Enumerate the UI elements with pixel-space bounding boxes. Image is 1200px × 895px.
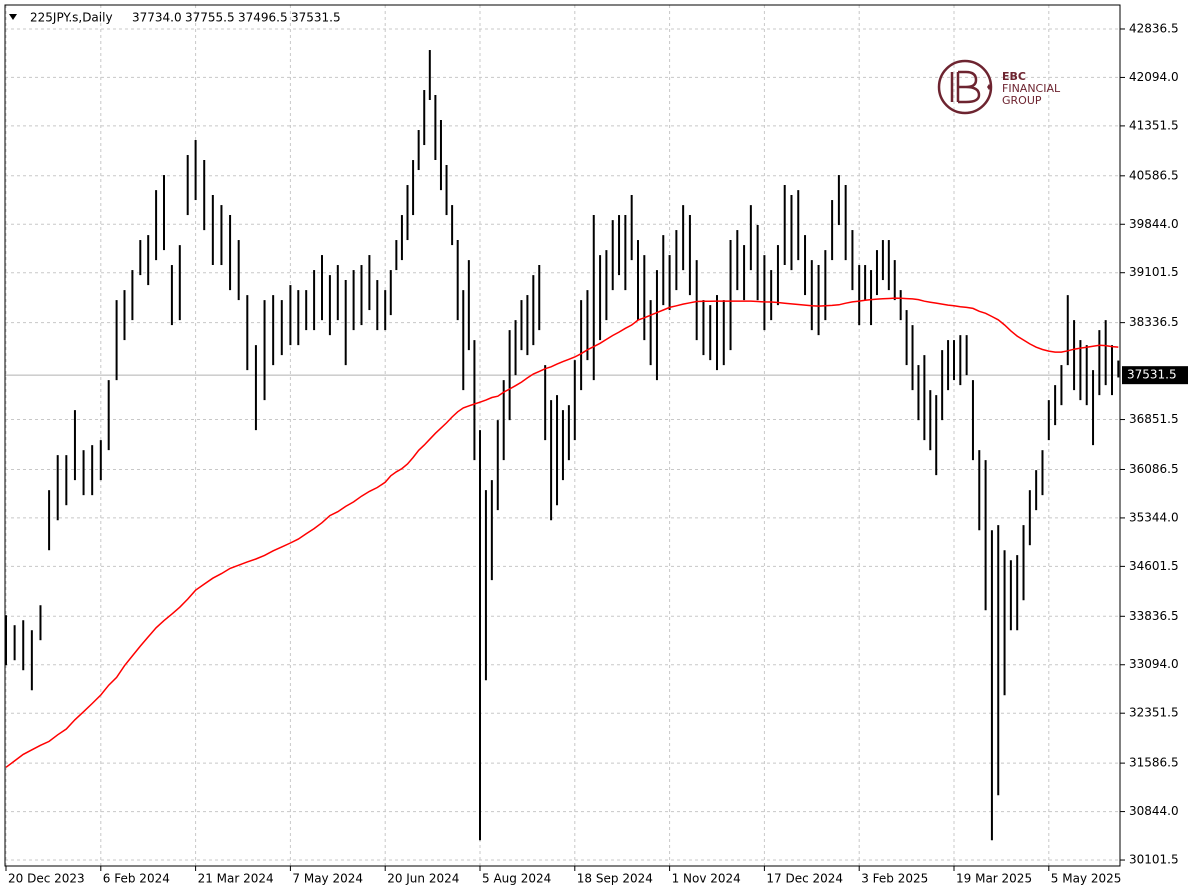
y-tick-label: 32351.5	[1129, 706, 1179, 720]
y-tick-label: 41351.5	[1129, 118, 1179, 132]
x-tick-label: 17 Dec 2024	[766, 872, 843, 886]
x-tick-label: 7 May 2024	[292, 872, 363, 886]
y-tick-label: 34601.5	[1129, 559, 1179, 573]
y-tick-label: 42094.0	[1129, 70, 1179, 84]
y-tick-label: 31586.5	[1129, 756, 1179, 770]
x-tick-label: 5 May 2025	[1051, 872, 1122, 886]
x-tick-label: 21 Mar 2024	[198, 872, 274, 886]
logo-text: GROUP	[1002, 94, 1042, 107]
plot	[5, 50, 1120, 841]
price-label-box	[1122, 366, 1188, 385]
y-tick-label: 36851.5	[1129, 412, 1179, 426]
y-tick-label: 42836.5	[1129, 21, 1179, 35]
menu-triangle[interactable]	[9, 14, 17, 20]
x-tick-label: 6 Feb 2024	[103, 872, 170, 886]
x-tick-label: 19 Mar 2025	[956, 872, 1032, 886]
y-tick-label: 40586.5	[1129, 168, 1179, 182]
ohlc-high: 37755.5	[185, 11, 235, 25]
x-tick-label: 3 Feb 2025	[861, 872, 928, 886]
price-label: 37531.5	[1127, 368, 1177, 382]
ohlc-close: 37531.5	[291, 11, 341, 25]
y-tick-label: 38336.5	[1129, 315, 1179, 329]
logo-text: FINANCIAL	[1002, 82, 1061, 95]
axes: 42836.5 42094.0 41351.5 40586.5 39844.0 39101…	[5, 21, 1188, 886]
logo: EBC FINANCIAL GROUP	[937, 59, 1061, 115]
x-tick-label: 5 Aug 2024	[482, 872, 551, 886]
logo-text: EBC	[1002, 70, 1026, 83]
y-tick-label: 30101.5	[1129, 853, 1179, 867]
x-tick-label: 18 Sep 2024	[577, 872, 653, 886]
y-tick-label: 33094.0	[1129, 657, 1179, 671]
moving-average	[5, 297, 1119, 768]
grid	[5, 5, 1120, 866]
plot-border	[4, 4, 1121, 867]
y-tick-label: 36086.5	[1129, 462, 1179, 476]
logo-glyph	[950, 70, 981, 104]
y-tick-label: 35344.0	[1129, 510, 1179, 524]
ohlc-open: 37734.0	[132, 11, 182, 25]
x-tick-label: 20 Dec 2023	[8, 872, 85, 886]
y-tick-label: 33836.5	[1129, 609, 1179, 623]
symbol: 225JPY.s,Daily	[30, 11, 113, 25]
logo-star	[987, 84, 991, 90]
y-tick-label: 39844.0	[1129, 217, 1179, 231]
y-tick-label: 39101.5	[1129, 265, 1179, 279]
y-tick-label: 30844.0	[1129, 804, 1179, 818]
x-tick-label: 1 Nov 2024	[672, 872, 741, 886]
ohlc-low: 37496.5	[238, 11, 288, 25]
x-tick-label: 20 Jun 2024	[387, 872, 459, 886]
